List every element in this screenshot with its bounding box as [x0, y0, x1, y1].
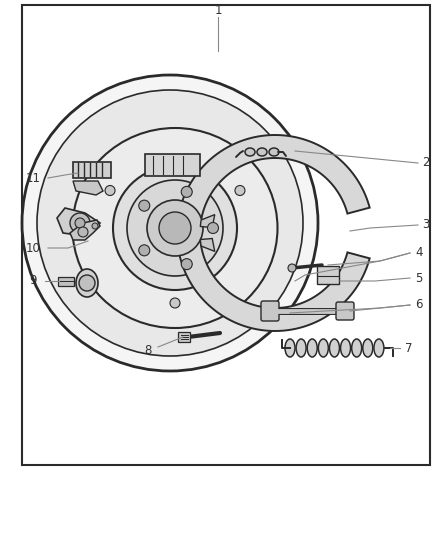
- Ellipse shape: [363, 339, 373, 357]
- Ellipse shape: [307, 339, 317, 357]
- Ellipse shape: [257, 148, 267, 156]
- Polygon shape: [200, 215, 215, 228]
- Text: 10: 10: [25, 241, 40, 254]
- FancyBboxPatch shape: [336, 302, 354, 320]
- Circle shape: [70, 213, 90, 233]
- Circle shape: [181, 259, 192, 270]
- Circle shape: [22, 75, 318, 371]
- Ellipse shape: [285, 339, 295, 357]
- Bar: [22, 5, 430, 465]
- Ellipse shape: [329, 339, 339, 357]
- Polygon shape: [177, 239, 370, 331]
- Text: 8: 8: [144, 343, 152, 357]
- Polygon shape: [177, 135, 370, 227]
- Circle shape: [235, 185, 245, 196]
- FancyBboxPatch shape: [261, 301, 279, 321]
- Ellipse shape: [341, 339, 350, 357]
- Polygon shape: [70, 220, 100, 240]
- Ellipse shape: [269, 148, 279, 156]
- Polygon shape: [200, 238, 215, 252]
- Text: 4: 4: [415, 246, 423, 260]
- Circle shape: [105, 185, 115, 196]
- Ellipse shape: [245, 148, 255, 156]
- Circle shape: [139, 245, 150, 256]
- Circle shape: [78, 227, 88, 237]
- Text: 11: 11: [25, 172, 40, 184]
- Circle shape: [181, 187, 192, 197]
- Circle shape: [75, 218, 85, 228]
- FancyBboxPatch shape: [73, 162, 111, 178]
- Circle shape: [170, 298, 180, 308]
- Ellipse shape: [374, 339, 384, 357]
- FancyBboxPatch shape: [58, 277, 74, 286]
- Text: 3: 3: [422, 219, 429, 231]
- Ellipse shape: [352, 339, 362, 357]
- Circle shape: [139, 200, 150, 211]
- Text: 7: 7: [405, 342, 413, 354]
- Text: 1: 1: [214, 4, 222, 18]
- Text: 5: 5: [415, 271, 422, 285]
- FancyBboxPatch shape: [317, 266, 339, 284]
- Circle shape: [159, 212, 191, 244]
- Text: 6: 6: [415, 298, 423, 311]
- Circle shape: [92, 223, 98, 229]
- Circle shape: [79, 275, 95, 291]
- Text: 9: 9: [29, 274, 37, 287]
- Polygon shape: [73, 181, 103, 195]
- Circle shape: [208, 222, 219, 233]
- Circle shape: [37, 90, 303, 356]
- Circle shape: [147, 200, 203, 256]
- Text: 2: 2: [422, 157, 430, 169]
- FancyBboxPatch shape: [178, 332, 190, 342]
- FancyBboxPatch shape: [145, 154, 200, 176]
- Ellipse shape: [76, 269, 98, 297]
- Ellipse shape: [73, 128, 278, 328]
- Polygon shape: [57, 208, 100, 236]
- Circle shape: [113, 166, 237, 290]
- Ellipse shape: [318, 339, 328, 357]
- Circle shape: [127, 180, 223, 276]
- Circle shape: [288, 264, 296, 272]
- Ellipse shape: [296, 339, 306, 357]
